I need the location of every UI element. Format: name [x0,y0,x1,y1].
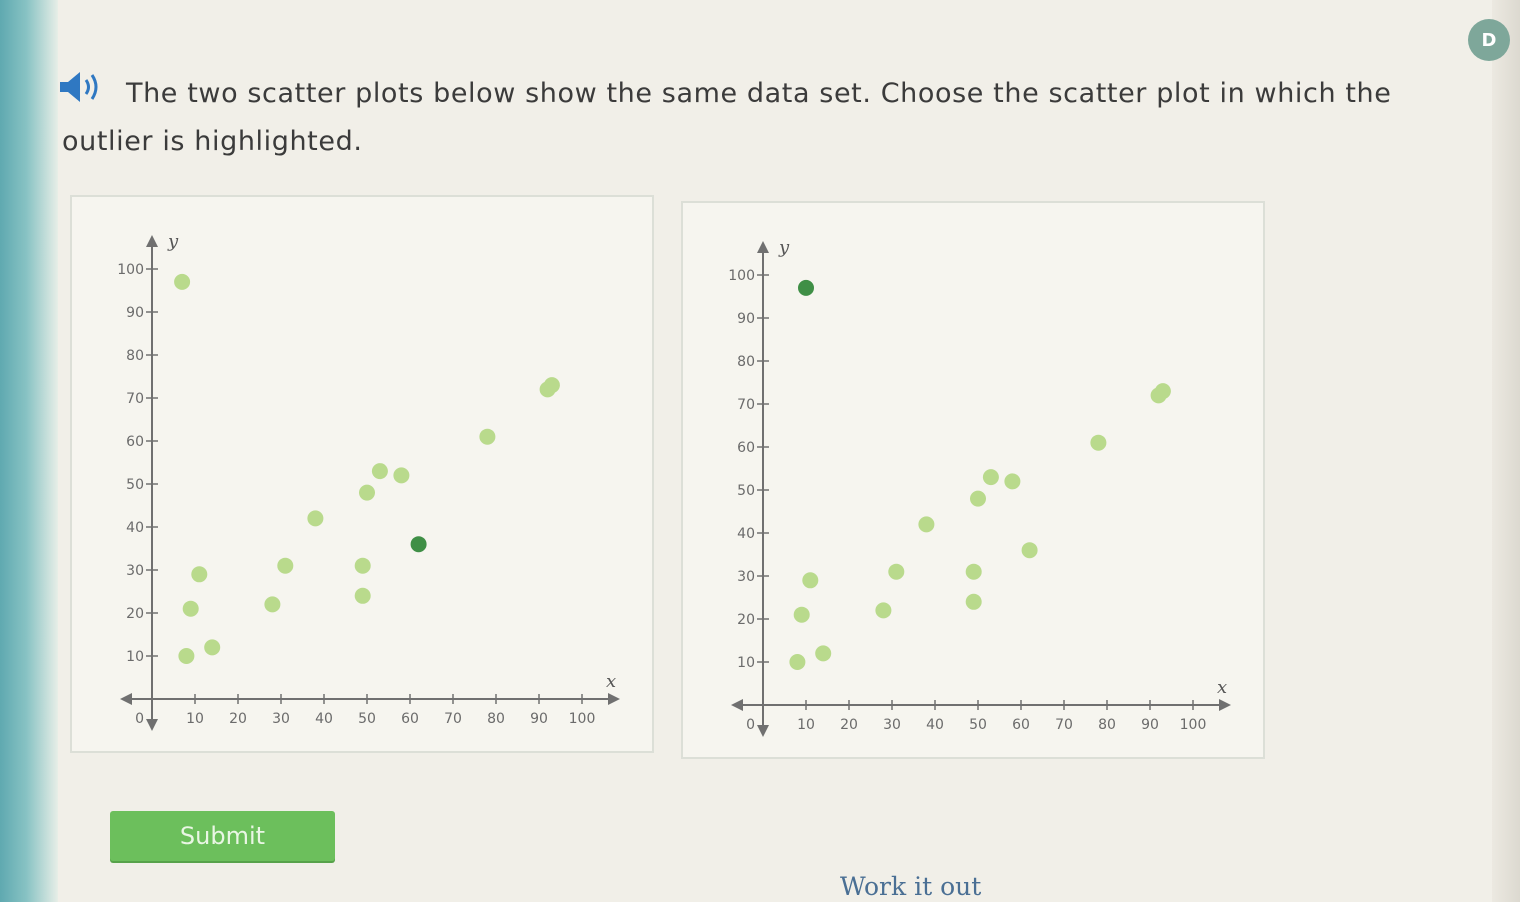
plot-1-x-tick-label-90: 90 [530,711,548,727]
plot-2-data-point-11 [982,469,999,486]
scatter-plot-1: 10 20 30 40 50 60 70 80 90 100 10 20 30 40 50 60 70 80 90 1… [117,231,620,731]
plot-1-x-tick-label-40: 40 [315,711,333,727]
plot-1-x-tick-label-100: 100 [569,711,596,727]
plot-2-data-point-2 [793,606,810,623]
plot-2-x-axis-label: x [1217,677,1227,698]
plot-2-y-tick-label-30: 30 [737,569,755,585]
plot-1-x-tick-label-80: 80 [487,711,505,727]
plot-1-y-axis-arrow-down [146,719,158,731]
plot-2-x-axis-arrow-right [1219,699,1231,711]
plot-1-x-tick-label-20: 20 [229,711,247,727]
plot-2-x-tick-label-80: 80 [1098,717,1116,733]
plot-2-y-tick-label-100: 100 [728,268,755,284]
plot-1-data-point-11 [371,463,388,480]
work-it-out-link[interactable]: Work it out [840,872,982,901]
plot-2-y-tick-label-90: 90 [737,311,755,327]
plot-1-y-tick-label-10: 10 [126,649,144,665]
scatter-plot-choice-1[interactable]: 10 20 30 40 50 60 70 80 90 100 10 20 30 40 50 60 70 80 90 1… [70,195,654,753]
plot-2-y-tick-label-40: 40 [737,526,755,542]
plot-2-x-tick-label-20: 20 [840,717,858,733]
plot-2-x-tick-label-60: 60 [1012,717,1030,733]
scatter-plot-2: 10 20 30 40 50 60 70 80 90 100 10 20 30 40 50 60 70 80 90 1… [728,237,1231,737]
plot-2-x-tick-label-30: 30 [883,717,901,733]
plot-1-data-point-12 [393,467,410,484]
speaker-icon[interactable] [58,70,110,104]
plot-2-data-point-14 [1090,434,1107,451]
plot-1-data-point-4 [204,639,221,656]
plot-1-x-tick-label-50: 50 [358,711,376,727]
profile-badge[interactable]: D [1468,19,1510,61]
plot-2-y-tick-label-60: 60 [737,440,755,456]
plot-1-x-tick-label-10: 10 [186,711,204,727]
plot-2-data-point-4 [815,645,832,662]
plot-2-y-tick-label-10: 10 [737,655,755,671]
plot-2-y-tick-label-80: 80 [737,354,755,370]
plot-2-origin-label: 0 [746,717,755,733]
plot-1-data-point-16 [543,377,560,394]
plot-1-x-axis-arrow-right [608,693,620,705]
plot-2-y-axis-arrow-down [757,725,769,737]
plot-1-data-point-5 [264,596,281,613]
plot-1-y-tick-label-20: 20 [126,606,144,622]
plot-2-data-point-6 [888,563,905,580]
plot-1-x-tick-label-70: 70 [444,711,462,727]
plot-1-y-tick-label-50: 50 [126,477,144,493]
plot-1-data-point-7 [307,510,324,527]
plot-2-y-tick-label-50: 50 [737,483,755,499]
plot-2-y-tick-label-20: 20 [737,612,755,628]
plot-1-y-tick-label-30: 30 [126,563,144,579]
plot-2-data-point-7 [918,516,935,533]
submit-button[interactable]: Submit [110,811,335,861]
right-scroll-area [1492,0,1520,902]
plot-2-highlighted-point [798,279,814,296]
plot-1-x-tick-label-60: 60 [401,711,419,727]
plot-1-origin-label: 0 [135,711,144,727]
plot-2-data-point-5 [875,602,892,619]
plot-2-y-axis-label: y [778,237,790,258]
plot-1-highlighted-point [410,536,427,553]
plot-1-y-tick-label-60: 60 [126,434,144,450]
plot-2-x-tick-label-100: 100 [1180,717,1207,733]
plot-2-data-point-1 [789,654,806,670]
plot-2-data-point-9 [965,563,982,580]
plot-1-x-tick-label-30: 30 [272,711,290,727]
plot-2-data-point-8 [965,593,982,610]
plot-1-y-tick-label-100: 100 [117,262,144,278]
plot-1-y-tick-label-40: 40 [126,520,144,536]
question-text: The two scatter plots below show the sam… [62,70,1462,166]
left-sidebar-strip [0,0,58,902]
question-line-1: The two scatter plots below show the sam… [126,78,1392,109]
plot-1-y-tick-label-90: 90 [126,305,144,321]
plot-2-y-tick-label-70: 70 [737,397,755,413]
plot-1-data-point-2 [182,600,199,617]
plot-1-y-tick-label-70: 70 [126,391,144,407]
scatter-plot-choice-2[interactable]: 10 20 30 40 50 60 70 80 90 100 10 20 30 40 50 60 70 80 90 1… [681,201,1265,759]
plot-2-x-tick-label-90: 90 [1141,717,1159,733]
plot-1-x-axis-arrow-left [120,693,132,705]
plot-2-data-point-12 [1004,473,1021,490]
question-line-2: outlier is highlighted. [62,126,363,157]
plot-2-data-point-13 [1021,542,1038,559]
plot-1-data-point-8 [354,587,371,604]
plot-2-x-axis-arrow-left [731,699,743,711]
plot-1-data-point-0 [174,273,191,290]
plot-2-data-point-10 [970,490,986,507]
plot-1-y-tick-label-80: 80 [126,348,144,364]
plot-2-data-point-16 [1154,383,1171,400]
plot-1-data-point-1 [178,648,195,664]
plot-2-x-tick-label-40: 40 [926,717,944,733]
plot-1-data-point-14 [479,428,496,445]
plot-1-data-point-6 [277,557,294,574]
plot-2-x-tick-label-50: 50 [969,717,987,733]
plot-2-x-tick-label-70: 70 [1055,717,1073,733]
plot-1-y-axis-label: y [167,231,179,252]
plot-1-y-axis-arrow-up [146,235,158,247]
plot-2-y-axis-arrow-up [757,241,769,253]
plot-1-data-point-3 [191,566,208,583]
plot-1-data-point-9 [354,557,371,574]
plot-1-data-point-10 [359,484,375,501]
plot-2-x-tick-label-10: 10 [797,717,815,733]
plot-2-data-point-3 [802,572,819,589]
plot-1-x-axis-label: x [606,671,616,692]
